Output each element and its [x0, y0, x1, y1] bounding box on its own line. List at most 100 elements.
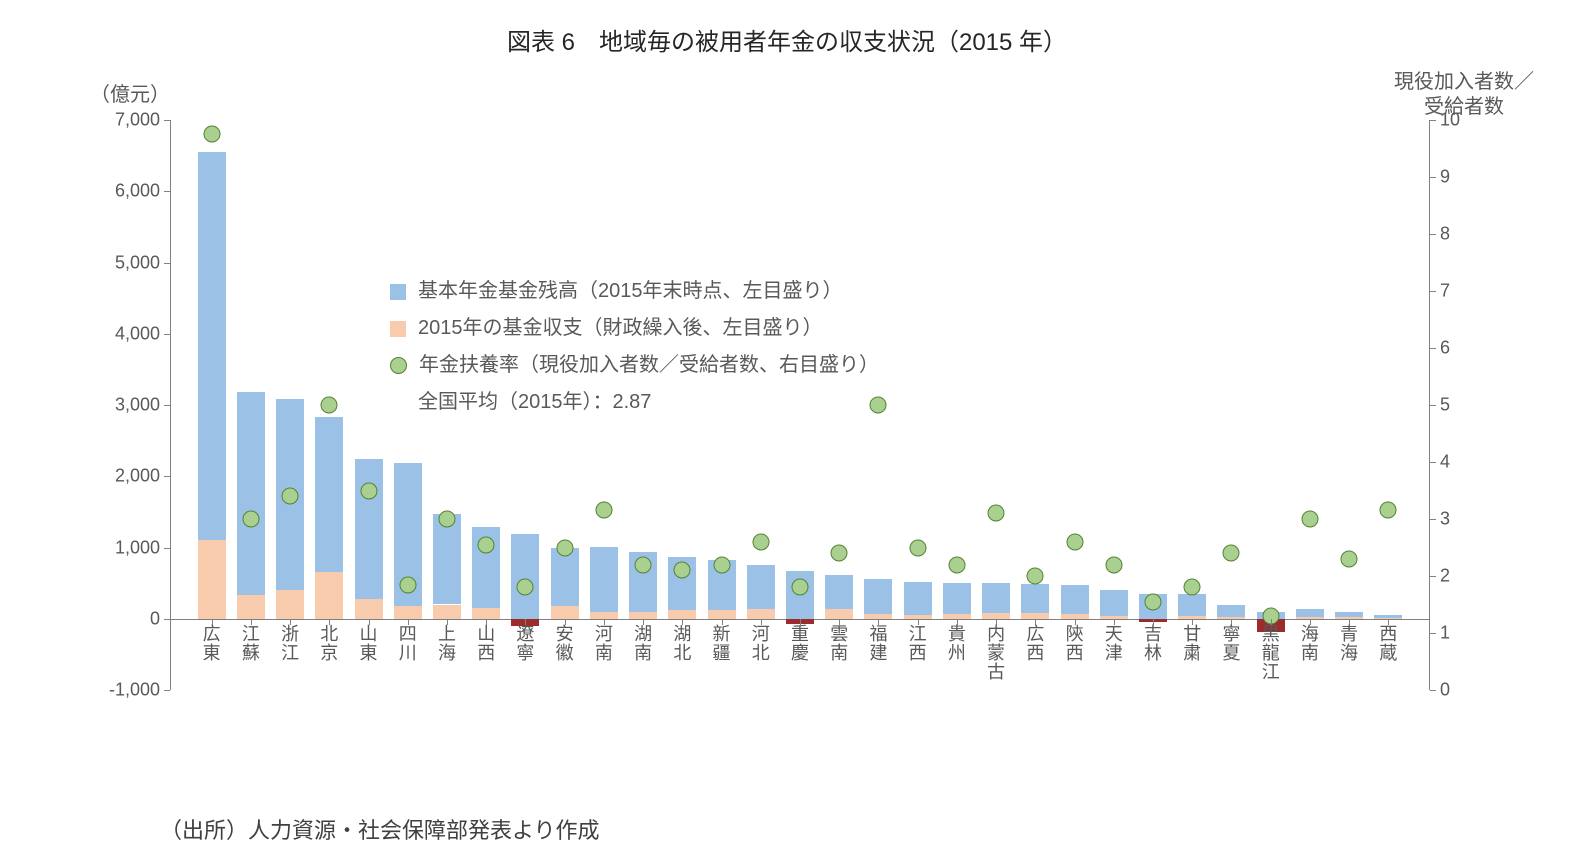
marker-ratio [242, 511, 259, 528]
bar-balance [982, 583, 1010, 613]
bar-balance [551, 548, 579, 606]
y-right-axis-label: 現役加入者数／ 受給者数 [1394, 70, 1534, 120]
marker-ratio [517, 579, 534, 596]
y-left-tick-label: 3,000 [115, 395, 170, 416]
y-left-tick-label: 2,000 [115, 466, 170, 487]
x-category-label: 上海 [436, 625, 458, 663]
bar-flow [590, 612, 618, 619]
marker-ratio [792, 579, 809, 596]
marker-ratio [909, 539, 926, 556]
bar-balance [825, 575, 853, 609]
y-right-tick-label: 3 [1430, 509, 1450, 530]
marker-ratio [752, 533, 769, 550]
marker-ratio [1341, 550, 1358, 567]
y-right-tick-label: 0 [1430, 680, 1450, 701]
chart-title: 図表 6 地域毎の被用者年金の収支状況（2015 年） [0, 22, 1574, 57]
bar-balance [1061, 585, 1089, 614]
bar-balance [943, 583, 971, 614]
legend-swatch-orange [390, 321, 406, 337]
bar-balance [904, 582, 932, 615]
bar-balance [511, 534, 539, 619]
x-category-label: 広西 [1024, 625, 1046, 663]
y-left-tick-label: 1,000 [115, 537, 170, 558]
marker-ratio [870, 397, 887, 414]
marker-ratio [988, 505, 1005, 522]
x-category-label: 陝西 [1064, 625, 1086, 663]
legend-label-balance: 基本年金基金残高（2015年末時点、左目盛り） [418, 276, 843, 307]
bar-balance [315, 417, 343, 572]
x-category-label: 重慶 [789, 625, 811, 663]
x-category-label: 浙江 [279, 625, 301, 663]
x-category-label: 甘粛 [1181, 625, 1203, 663]
y-right-tick-label: 6 [1430, 338, 1450, 359]
marker-ratio [360, 482, 377, 499]
bar-flow [708, 610, 736, 619]
x-category-label: 広東 [201, 625, 223, 663]
x-category-label: 内蒙古 [985, 625, 1007, 682]
marker-ratio [203, 126, 220, 143]
marker-ratio [948, 556, 965, 573]
x-category-label: 天津 [1103, 625, 1125, 663]
x-category-label: 吉林 [1142, 625, 1164, 663]
x-category-label: 湖南 [632, 625, 654, 663]
bar-flow [472, 608, 500, 619]
bar-balance [590, 547, 618, 612]
bar-balance [864, 579, 892, 614]
legend-item-ratio: 年金扶養率（現役加入者数／受給者数、右目盛り） [390, 350, 879, 381]
y-left-tick-label: 5,000 [115, 252, 170, 273]
marker-ratio [282, 488, 299, 505]
x-category-label: 河北 [750, 625, 772, 663]
legend: 基本年金基金残高（2015年末時点、左目盛り） 2015年の基金収支（財政繰入後… [390, 270, 879, 418]
x-category-label: 福建 [867, 625, 889, 663]
bar-flow [747, 609, 775, 618]
y-right-tick-label: 7 [1430, 281, 1450, 302]
chart-page: 図表 6 地域毎の被用者年金の収支状況（2015 年） （億元） 現役加入者数／… [0, 0, 1574, 855]
legend-swatch-dot [390, 357, 407, 374]
bar-balance [198, 152, 226, 540]
x-category-label: 江西 [907, 625, 929, 663]
x-category-label: 江蘇 [240, 625, 262, 663]
y-left-tick-label: 4,000 [115, 323, 170, 344]
marker-ratio [595, 502, 612, 519]
x-category-label: 山西 [475, 625, 497, 663]
x-category-label: 山東 [358, 625, 380, 663]
x-category-label: 寧夏 [1220, 625, 1242, 663]
marker-ratio [399, 576, 416, 593]
x-category-label: 黒龍江 [1260, 625, 1282, 682]
y-right-tick-label: 10 [1430, 110, 1460, 131]
marker-ratio [1066, 533, 1083, 550]
x-category-label: 雲南 [828, 625, 850, 663]
legend-item-balance: 基本年金基金残高（2015年末時点、左目盛り） [390, 276, 879, 307]
x-category-label: 北京 [318, 625, 340, 663]
y-left-tick-label: -1,000 [109, 680, 170, 701]
marker-ratio [1223, 545, 1240, 562]
y-right-tick-label: 2 [1430, 566, 1450, 587]
x-category-label: 河南 [593, 625, 615, 663]
x-category-label: 新疆 [711, 625, 733, 663]
bar-balance [355, 459, 383, 599]
marker-ratio [1027, 568, 1044, 585]
bar-balance [1021, 584, 1049, 613]
marker-ratio [478, 536, 495, 553]
bar-balance [747, 565, 775, 610]
x-category-label: 青海 [1338, 625, 1360, 663]
y-left-axis-label: （億元） [90, 78, 170, 107]
chart-source: （出所）人力資源・社会保障部発表より作成 [160, 813, 600, 845]
legend-label-ratio: 年金扶養率（現役加入者数／受給者数、右目盛り） [419, 350, 879, 381]
marker-ratio [438, 511, 455, 528]
bar-flow [394, 606, 422, 619]
bar-flow [433, 605, 461, 619]
bar-flow [198, 540, 226, 618]
marker-ratio [1184, 579, 1201, 596]
marker-ratio [1380, 502, 1397, 519]
marker-ratio [556, 539, 573, 556]
bar-flow [668, 610, 696, 619]
y-right-tick-label: 4 [1430, 452, 1450, 473]
marker-ratio [1145, 593, 1162, 610]
bar-flow [551, 606, 579, 619]
y-right-tick-label: 9 [1430, 167, 1450, 188]
marker-ratio [831, 545, 848, 562]
x-category-label: 貴州 [946, 625, 968, 663]
bar-balance [1296, 609, 1324, 618]
plot-area: 基本年金基金残高（2015年末時点、左目盛り） 2015年の基金収支（財政繰入後… [170, 120, 1430, 690]
